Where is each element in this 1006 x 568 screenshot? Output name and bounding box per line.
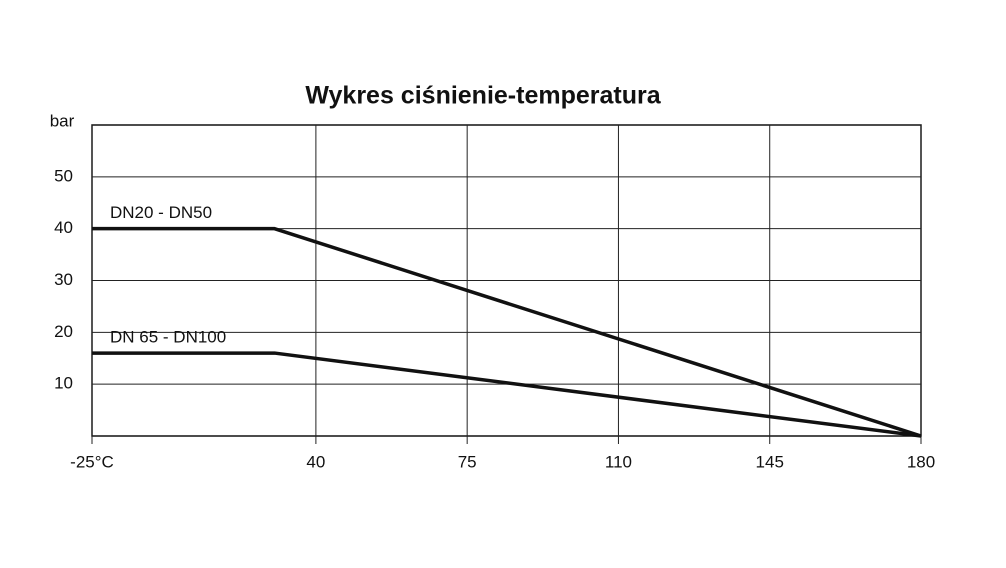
x-tick-label: 110 [605,452,632,471]
y-tick-label: 40 [54,218,73,237]
y-axis-label: bar [50,111,75,130]
x-tick-label: 180 [907,452,935,471]
y-tick-label: 10 [54,374,73,393]
y-tick-label: 30 [54,270,73,289]
y-tick-label: 20 [54,322,73,341]
series-label: DN20 - DN50 [110,203,212,222]
chart-title: Wykres ciśnienie-temperatura [305,82,661,110]
series-line [92,351,922,438]
x-tick-label: 40 [306,452,325,471]
series-label: DN 65 - DN100 [110,328,226,347]
series-line [92,226,922,438]
x-tick-label: 75 [458,452,477,471]
x-tick-label: -25°C [70,452,114,471]
x-tick-label: 145 [756,452,784,471]
y-tick-label: 50 [54,166,73,185]
